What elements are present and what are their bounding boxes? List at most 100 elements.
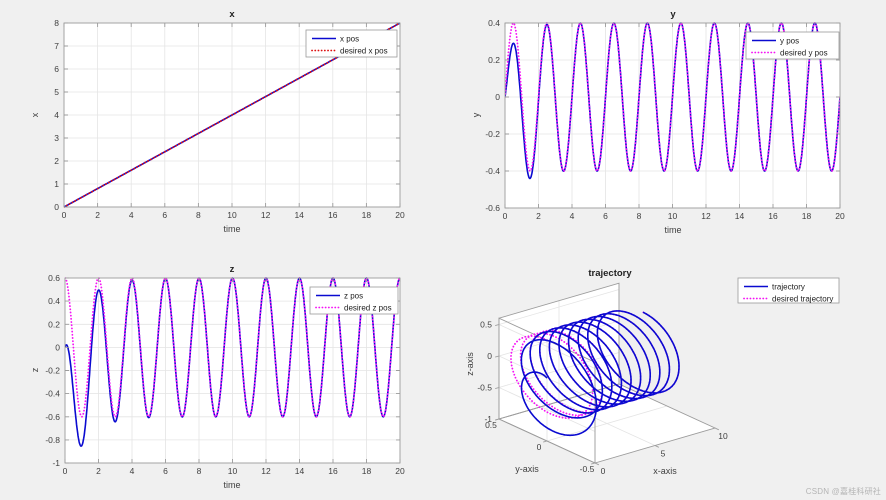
x-tick-label: 14 [295,466,305,476]
y-axis-label: z [30,367,40,372]
x-tick-label: 18 [362,210,372,220]
x-tick-label: 8 [197,466,202,476]
x-tick-label: 20 [835,211,845,221]
y-tick-label: -0.8 [45,435,60,445]
x-tick-label: 6 [163,466,168,476]
x-tick-label: 12 [261,210,271,220]
x-tick-label: 2 [536,211,541,221]
z-tick-label: -1 [484,414,492,424]
y-tick-label: 7 [54,41,59,51]
x-tick-label: 16 [328,210,338,220]
y-tick-label: -0.2 [45,366,60,376]
axes-box-edge [498,282,620,420]
x-tick-label: 10 [718,431,728,441]
chart-title: y [670,9,676,20]
z-tick-label: 0.5 [480,320,492,330]
csdn-watermark: CSDN @嘉桂科研社 [805,487,881,496]
y-tick-label: 0 [495,92,500,102]
x-axis-label: x-axis [653,466,677,476]
x-axis-label: time [664,225,681,235]
subplot-z: 0 2 4 6 8 10 12 14 16 18 20 -1 -0.8 -0.6 -0.4 -0.2 0 0.2 0… [0,250,443,500]
x-tick-label: 8 [196,210,201,220]
x-tick-label: 14 [294,210,304,220]
legend-box [737,277,840,304]
tick-mark [591,462,596,465]
z-tick-label: -0.5 [477,383,492,393]
chart-title: trajectory [588,268,632,279]
x-tick-label: 0 [601,466,606,476]
x-tick-label: 2 [96,466,101,476]
legend-label: desired x pos [340,47,388,56]
y-tick-label: -0.5 [580,464,595,474]
z-position-chart: 0 2 4 6 8 10 12 14 16 18 20 -1 -0.8 -0.6 -0.4 -0.2 0 0.2 0… [30,264,405,490]
y-axis-label: x [30,112,40,117]
y-position-chart: 0 2 4 6 8 10 12 14 16 18 20 -0.6 -0.4 -0.2 0 0.2 0.4 y tim… [471,9,845,235]
y-tick-label: 0.2 [48,319,60,329]
y-axis-label: y-axis [515,464,539,474]
legend-label: desired y pos [780,49,828,58]
x-tick-label: 16 [768,211,778,221]
y-tick-label: 1 [54,179,59,189]
y-tick-label: 0 [54,202,59,212]
y-axis-label: y [471,112,481,117]
grid-line [498,387,596,432]
x-tick-label: 5 [661,449,666,459]
x-tick-label: 4 [570,211,575,221]
x-tick-label: 10 [228,466,238,476]
series-desired-y-pos [505,22,840,172]
subplot-x: 0 2 4 6 8 10 12 14 16 18 20 0 1 2 3 4 5 6 7 8 x time x x pos des… [0,0,443,250]
x-tick-label: 0 [63,466,68,476]
x-tick-label: 2 [95,210,100,220]
y-tick-label: 0.6 [48,273,60,283]
x-tick-label: 10 [668,211,678,221]
x-tick-label: 4 [129,210,134,220]
x-tick-label: 6 [603,211,608,221]
x-tick-label: 14 [735,211,745,221]
legend-box [309,286,399,315]
y-tick-label: 6 [54,64,59,74]
y-tick-label: -0.4 [45,389,60,399]
y-tick-label: 0 [537,442,542,452]
grid-line [498,289,620,325]
x-tick-label: 0 [62,210,67,220]
x-tick-label: 20 [395,210,405,220]
y-tick-label: 2 [54,156,59,166]
x-tick-label: 4 [130,466,135,476]
x-axis-label: time [223,224,240,234]
subplot-y: 0 2 4 6 8 10 12 14 16 18 20 -0.6 -0.4 -0.2 0 0.2 0.4 y tim… [443,0,886,250]
y-tick-label: -0.4 [485,166,500,176]
z-axis-label: z-axis [465,352,475,376]
x-tick-label: 18 [802,211,812,221]
tick-mark [495,355,500,358]
x-tick-label: 12 [261,466,271,476]
y-tick-label: 0.2 [488,55,500,65]
legend-box [305,29,398,58]
x-tick-label: 12 [701,211,711,221]
x-tick-label: 0 [503,211,508,221]
legend-label: x pos [340,35,359,44]
tick-mark [654,445,659,448]
z-tick-label: 0 [487,351,492,361]
y-tick-label: -1 [52,458,60,468]
tick-mark [495,418,500,421]
x-tick-label: 8 [637,211,642,221]
x-tick-label: 6 [162,210,167,220]
tick-mark [594,462,599,466]
y-tick-label: 8 [54,18,59,28]
y-tick-label: -0.6 [485,203,500,213]
tick-mark [495,324,500,327]
trajectory-3d-chart: 0 5 10 0.5 0 -0.5 0.5 0 -0.5 -1 x-axis y-axis z-axis… [465,268,840,476]
y-tick-label: 3 [54,133,59,143]
y-tick-label: 0.4 [488,18,500,28]
x-tick-label: 20 [395,466,405,476]
y-tick-label: 0.4 [48,296,60,306]
series-trajectory [520,310,680,437]
legend-label: desired z pos [344,304,392,313]
tick-mark [543,440,548,443]
y-tick-label: 0 [55,342,60,352]
legend-box [745,31,840,60]
x-tick-label: 10 [227,210,237,220]
legend-label: trajectory [772,283,805,292]
y-tick-label: 5 [54,87,59,97]
